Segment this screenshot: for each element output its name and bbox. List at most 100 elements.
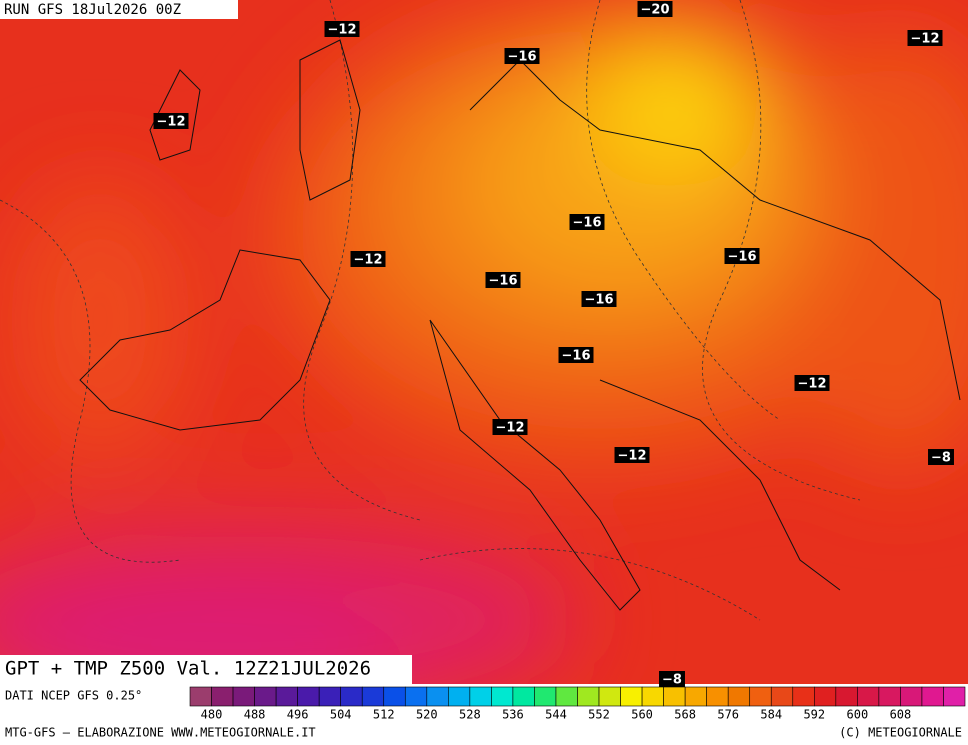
colorbar-swatch bbox=[275, 686, 298, 707]
colorbar-swatch bbox=[318, 686, 341, 707]
contour-label-text: −16 bbox=[508, 50, 537, 65]
colorbar-label: 480 bbox=[201, 708, 223, 722]
colorbar-swatch bbox=[792, 686, 815, 707]
colorbar-swatch bbox=[900, 686, 923, 707]
colorbar-swatch bbox=[383, 686, 406, 707]
contour-label: −16 bbox=[558, 347, 594, 364]
contour-label-text: −12 bbox=[157, 115, 186, 130]
contour-label-text: −12 bbox=[798, 377, 827, 392]
dashed-contours bbox=[0, 0, 861, 621]
coastlines bbox=[79, 39, 961, 611]
contour-label: −12 bbox=[907, 30, 943, 47]
colorbar-swatch bbox=[878, 686, 901, 707]
run-box bbox=[0, 0, 238, 19]
contour-label-text: −16 bbox=[728, 250, 757, 265]
colorbar-swatch bbox=[577, 686, 600, 707]
colorbar-label: 568 bbox=[674, 708, 696, 722]
colorbar-swatch bbox=[361, 686, 385, 707]
contour-label-bg bbox=[907, 30, 943, 46]
colorbar-label: 520 bbox=[416, 708, 438, 722]
contour-label-bg bbox=[794, 375, 830, 391]
contour-label-bg bbox=[928, 449, 954, 465]
colorbar-swatch bbox=[448, 686, 471, 707]
colorbar-swatch bbox=[555, 686, 578, 707]
credit-right: (C) METEOGIORNALE bbox=[839, 726, 962, 740]
colorbar-swatch bbox=[814, 686, 837, 707]
contour-label-bg bbox=[637, 1, 673, 17]
run-text: RUN GFS 18Jul2026 00Z bbox=[4, 2, 181, 18]
contour-label: −12 bbox=[350, 251, 386, 268]
colorbar-swatch bbox=[232, 686, 255, 707]
title-box bbox=[0, 655, 412, 684]
colorbar-swatch bbox=[404, 686, 428, 707]
contour-label: −16 bbox=[724, 248, 760, 265]
map-field bbox=[0, 0, 968, 684]
colorbar-swatch bbox=[512, 686, 535, 707]
contour-label-bg bbox=[324, 21, 360, 37]
contour-label-text: −16 bbox=[585, 293, 614, 308]
contour-label-text: −12 bbox=[354, 253, 383, 268]
contour-label-bg bbox=[659, 671, 685, 687]
colorbar-label: 584 bbox=[760, 708, 782, 722]
colorbar-label: 488 bbox=[244, 708, 266, 722]
colorbar-label: 576 bbox=[717, 708, 739, 722]
contour-label: −12 bbox=[153, 113, 189, 130]
contour-label: −16 bbox=[504, 48, 540, 65]
colorbar-swatch bbox=[491, 686, 514, 707]
colorbar-swatch bbox=[706, 686, 729, 707]
colorbar-swatch bbox=[857, 686, 880, 707]
colorbar-swatch bbox=[770, 686, 794, 707]
contour-label: −12 bbox=[324, 21, 360, 38]
colorbar-swatch bbox=[641, 686, 664, 707]
colorbar-swatch bbox=[211, 686, 234, 707]
contour-label-bg bbox=[614, 447, 650, 463]
contour-label: −16 bbox=[581, 291, 617, 308]
colorbar-swatch bbox=[534, 686, 557, 707]
credit-left: MTG-GFS — ELABORAZIONE WWW.METEOGIORNALE… bbox=[5, 726, 316, 740]
contour-label-bg bbox=[569, 214, 605, 230]
colorbar-swatch bbox=[620, 686, 643, 707]
contour-label: −16 bbox=[569, 214, 605, 231]
colorbar-swatch bbox=[921, 686, 944, 707]
colorbar-label: 504 bbox=[330, 708, 352, 722]
contour-label-text: −12 bbox=[496, 421, 525, 436]
contour-label-text: −12 bbox=[618, 449, 647, 464]
contour-label: −12 bbox=[492, 419, 528, 436]
contour-label-text: −16 bbox=[562, 349, 591, 364]
colorbar-label: 512 bbox=[373, 708, 395, 722]
contour-label: −20 bbox=[637, 1, 673, 18]
contour-label-bg bbox=[558, 347, 594, 363]
colorbar-swatch bbox=[297, 686, 320, 707]
contour-labels: −12 −16 −20 −12 −12 −16 −16 −12 −16 −16 −16 −12 −12 −… bbox=[153, 1, 954, 688]
contour-label-bg bbox=[581, 291, 617, 307]
colorbar-label: 544 bbox=[545, 708, 567, 722]
source: DATI NCEP GFS 0.25° bbox=[5, 689, 142, 703]
colorbar-label: 600 bbox=[847, 708, 869, 722]
contour-label-bg bbox=[724, 248, 760, 264]
contour-label-bg bbox=[153, 113, 189, 129]
contour-label: −12 bbox=[614, 447, 650, 464]
colorbar-swatch bbox=[189, 686, 212, 707]
colorbar-swatch bbox=[727, 686, 751, 707]
colorbar-swatch bbox=[684, 686, 707, 707]
map-title: GPT + TMP Z500 Val. 12Z21JUL2026 bbox=[5, 658, 371, 680]
colorbar-label: 536 bbox=[502, 708, 524, 722]
colorbar-label: 496 bbox=[287, 708, 309, 722]
colorbar-swatch bbox=[663, 686, 686, 707]
colorbar-swatch bbox=[254, 686, 277, 707]
colorbar-label: 560 bbox=[631, 708, 653, 722]
colorbar-swatch bbox=[598, 686, 621, 707]
colorbar-swatch bbox=[426, 686, 449, 707]
colorbar-label: 552 bbox=[588, 708, 610, 722]
contour-label-bg bbox=[350, 251, 386, 267]
contour-label-text: −8 bbox=[662, 673, 682, 688]
colorbar-swatch bbox=[943, 686, 966, 707]
contour-label: −8 bbox=[659, 671, 685, 688]
contour-label-bg bbox=[504, 48, 540, 64]
contour-label-text: −8 bbox=[931, 451, 951, 466]
colorbar-swatch bbox=[835, 686, 858, 707]
contour-label: −16 bbox=[485, 272, 521, 289]
colorbar-label: 528 bbox=[459, 708, 481, 722]
colorbar-swatch bbox=[469, 686, 492, 707]
